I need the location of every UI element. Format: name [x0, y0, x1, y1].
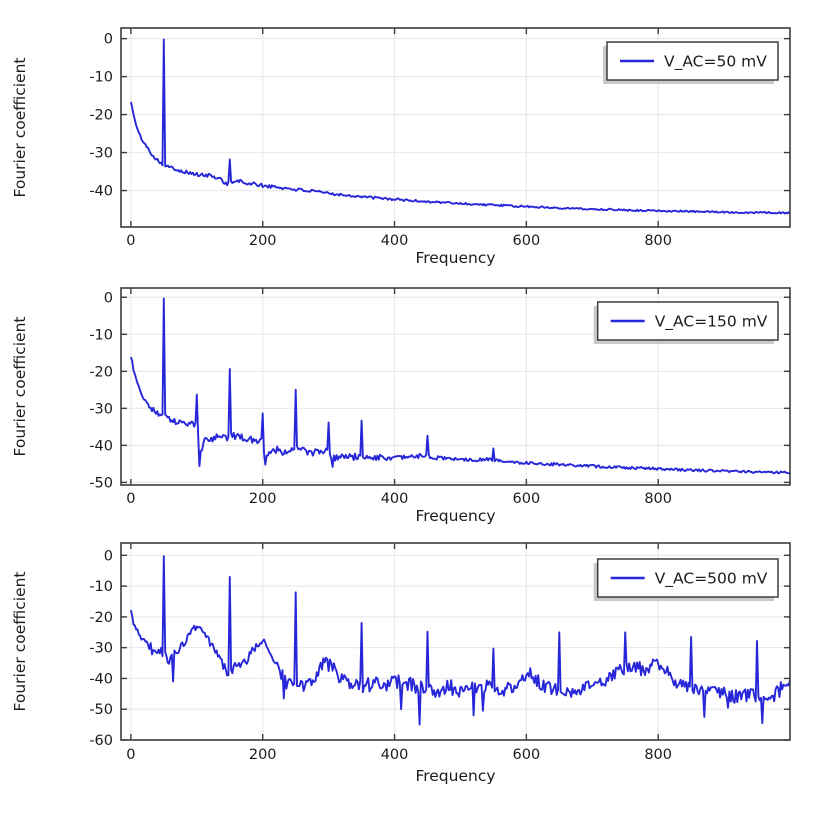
y-tick-label: -30 [89, 401, 113, 417]
x-axis-title: Frequency [415, 507, 495, 525]
y-tick-label: -10 [89, 579, 113, 595]
y-tick-label: -30 [89, 641, 113, 657]
x-tick-label: 800 [644, 747, 672, 763]
chart-vac-500mv: 0 200 400 600 800 0 -10 -20 -30 -40 -50 -60 Frequenc… [11, 542, 791, 785]
y-tick-label: -40 [89, 184, 113, 200]
y-tick-label: 0 [104, 32, 113, 48]
y-tick-label: -50 [89, 702, 113, 718]
legend-label: V_AC=500 mV [655, 570, 768, 589]
chart-vac-50mv: 0 200 400 600 800 0 -10 -20 -30 -40 Frequency Fouri… [11, 27, 791, 267]
y-axis-title: Fourier coefficient [11, 58, 29, 198]
x-tick-label: 0 [126, 747, 135, 763]
spectrum-line [129, 38, 790, 215]
chart-vac-150mv: 0 200 400 600 800 0 -10 -20 -30 -40 -50 Frequency Fo… [11, 287, 791, 525]
x-tick-label: 400 [381, 491, 409, 507]
y-tick-label: -20 [89, 364, 113, 380]
x-tick-label: 200 [249, 233, 277, 249]
y-tick-label: -10 [89, 327, 113, 343]
spectrum-line [130, 297, 790, 475]
legend-label: V_AC=150 mV [655, 313, 768, 332]
y-axis-title: Fourier coefficient [11, 572, 29, 712]
y-tick-label: -50 [89, 475, 113, 491]
x-tick-label: 200 [249, 747, 277, 763]
legend-label: V_AC=50 mV [664, 53, 767, 72]
x-tick-label: 400 [381, 233, 409, 249]
x-tick-label: 600 [513, 491, 541, 507]
spectrum-line [129, 555, 790, 726]
y-tick-label: -60 [89, 733, 113, 749]
x-axis-title: Frequency [415, 249, 495, 267]
plot-frame [120, 542, 791, 741]
x-tick-label: 800 [644, 233, 672, 249]
y-tick-label: -40 [89, 438, 113, 454]
x-tick-label: 600 [513, 233, 541, 249]
x-tick-label: 200 [249, 491, 277, 507]
y-tick-label: 0 [104, 548, 113, 564]
x-tick-label: 0 [126, 491, 135, 507]
x-tick-label: 400 [381, 747, 409, 763]
x-tick-label: 800 [644, 491, 672, 507]
y-tick-label: -30 [89, 146, 113, 162]
x-tick-label: 600 [513, 747, 541, 763]
y-tick-label: -10 [89, 70, 113, 86]
x-tick-label: 0 [126, 233, 135, 249]
plot-frame [120, 287, 791, 486]
plot-frame [120, 27, 791, 228]
y-tick-label: -40 [89, 671, 113, 687]
y-tick-label: -20 [89, 610, 113, 626]
y-tick-label: 0 [104, 290, 113, 306]
x-axis-title: Frequency [415, 767, 495, 785]
y-tick-label: -20 [89, 108, 113, 124]
y-axis-title: Fourier coefficient [11, 317, 29, 457]
